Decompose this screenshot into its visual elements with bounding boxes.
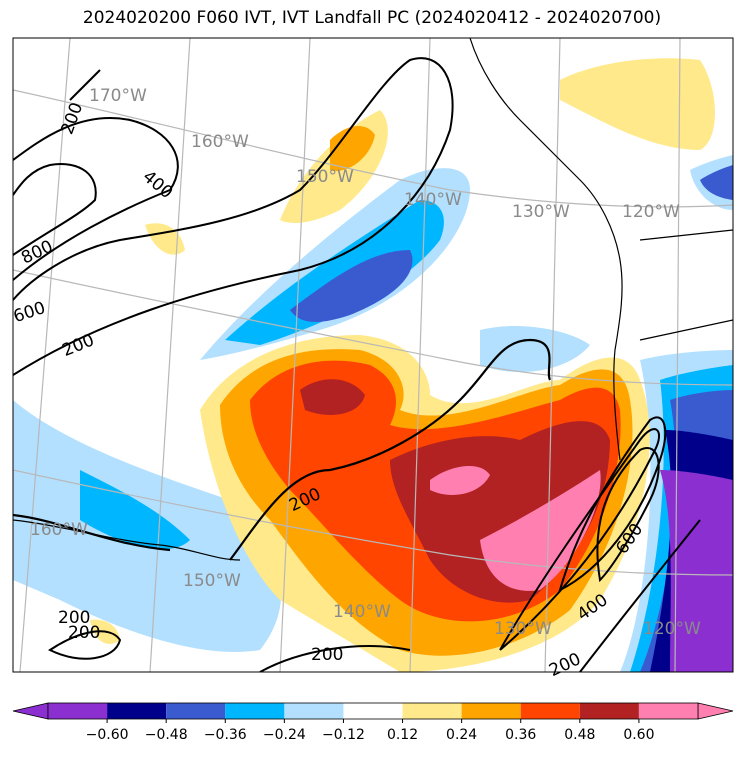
lon-label: 130°W [494,619,552,639]
contour-label: 200 [58,608,90,628]
colorbar: −0.60 −0.48 −0.36 −0.24 −0.12 0.12 0.24 0.36 0.4… [12,702,734,743]
ivt-pos-max-region [480,470,601,591]
ivt-neg-strong-region [290,250,413,322]
colorbar-swatch [520,703,580,719]
ivt-neg-mid-region [225,200,444,345]
lon-label: 170°W [89,86,147,106]
longitude-labels: 170°W 160°W 150°W 140°W 130°W 120°W 160°… [30,86,701,639]
ivt-pos-max-region [430,465,490,495]
contour-label: 200 [311,645,343,665]
lon-label: 160°W [30,520,88,540]
colorbar-tick-label: −0.36 [204,727,247,743]
colorbar-tick-label: 0.12 [387,727,418,743]
lon-label: 150°W [183,571,241,591]
colorbar-swatch [166,703,226,719]
lon-label: 140°W [404,190,462,210]
colorbar-swatch [343,703,403,719]
ivt-pos-mid-region [330,125,375,171]
lon-label: 120°W [622,202,680,222]
lon-label: 140°W [333,602,391,622]
colorbar-swatch [107,703,167,719]
lon-label: 130°W [512,202,570,222]
contour-label: 200 [68,623,100,643]
zero-contour [13,338,552,561]
colorbar-tick-label: −0.12 [322,727,365,743]
colorbar-tick-label: 0.36 [505,727,536,743]
colorbar-border [47,702,699,720]
colorbar-swatch [225,703,285,719]
colorbar-extend-low [12,702,49,720]
colorbar-swatch [284,703,344,719]
colorbar-tick-label: −0.48 [145,727,188,743]
colorbar-tick-label: −0.60 [86,727,129,743]
colorbar-swatch [638,703,698,719]
colorbar-tick-label: 0.48 [564,727,595,743]
colorbar-extend-high [697,702,734,720]
map-border [12,37,734,673]
colorbar-tick-label: 0.60 [623,727,654,743]
ivt-neg-mid-region [700,165,733,200]
ivt-pos-vstrong-region [300,379,365,415]
colorbar-swatch [461,703,521,719]
ivt-neg-weak-region [480,325,590,373]
colorbar-tick-label: −0.24 [263,727,306,743]
map-title: 2024020200 F060 IVT, IVT Landfall PC (20… [82,8,662,28]
lon-label: 160°W [191,132,249,152]
map-panel [13,38,733,672]
colorbar-tick-label: 0.24 [446,727,477,743]
ivt-neg-strong-region [660,470,733,672]
colorbar-swatch [402,703,462,719]
lon-label: 150°W [296,167,354,187]
ivt-pos-weak-region [560,58,715,150]
colorbar-swatch [579,703,639,719]
ivt-contours [13,57,701,672]
colorbar-swatch [48,703,108,719]
lon-label: 120°W [643,619,701,639]
graticule [13,38,733,672]
coastline [13,38,733,561]
